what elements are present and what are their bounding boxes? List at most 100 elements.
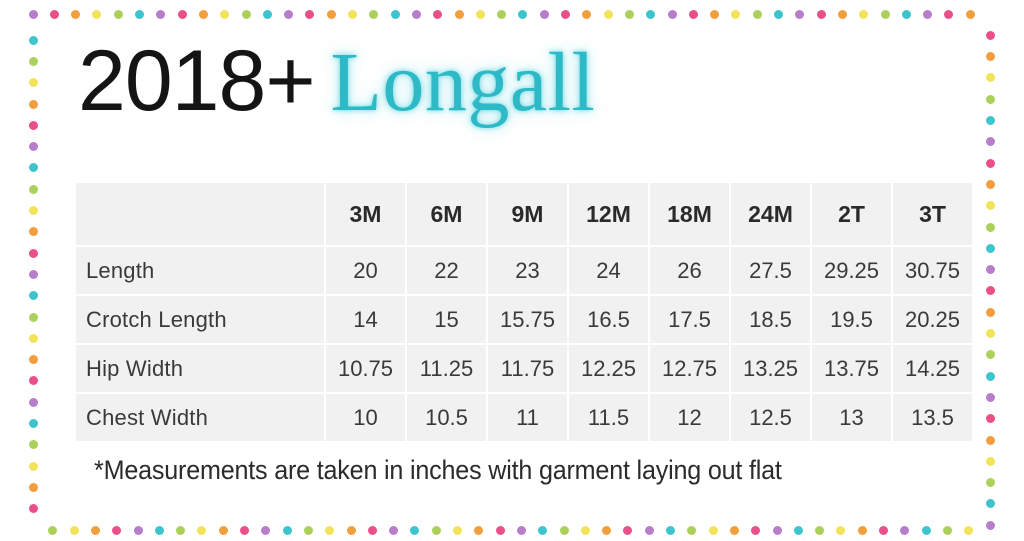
border-dot-left: [28, 56, 38, 66]
row-label-length: Length: [76, 247, 324, 294]
border-dot-right: [985, 179, 995, 189]
row-label-hip-width: Hip Width: [76, 345, 324, 392]
border-dot-left: [28, 397, 38, 407]
border-dot-left: [28, 504, 38, 514]
border-dot-top: [880, 9, 890, 19]
border-dot-bottom: [218, 525, 228, 535]
border-dot-bottom: [325, 525, 335, 535]
size-header-9m: 9M: [488, 183, 567, 245]
border-dot-top: [390, 9, 400, 19]
measurement-cell: 10: [326, 394, 405, 441]
border-dot-right: [985, 94, 995, 104]
measurement-cell: 11.5: [569, 394, 648, 441]
measurement-cell: 13: [812, 394, 891, 441]
border-dot-bottom: [282, 525, 292, 535]
border-dot-top: [859, 9, 869, 19]
measurement-cell: 17.5: [650, 296, 729, 343]
border-dot-top: [326, 9, 336, 19]
border-dot-bottom: [836, 525, 846, 535]
border-dot-left: [28, 419, 38, 428]
border-dot-left: [28, 227, 38, 237]
measurement-cell: 11: [488, 394, 567, 441]
border-dot-top: [752, 9, 762, 19]
border-dot-top: [113, 9, 123, 19]
border-dot-bottom: [133, 525, 143, 535]
border-dot-right: [985, 392, 995, 402]
border-dot-bottom: [410, 525, 420, 535]
border-dot-top: [624, 9, 634, 19]
border-dot-top: [92, 9, 102, 19]
table-row: Hip Width 10.75 11.25 11.75 12.25 12.75 13.25 1…: [76, 345, 972, 392]
border-dot-top: [582, 9, 592, 19]
table-header: 3M 6M 9M 12M 18M 24M 2T 3T: [76, 183, 972, 245]
border-dot-bottom: [197, 525, 207, 535]
border-dot-right: [985, 456, 995, 466]
border-dot-top: [795, 9, 805, 19]
border-dot-bottom: [602, 525, 612, 535]
border-dot-top: [603, 9, 613, 19]
border-dot-bottom: [879, 525, 888, 535]
border-dot-left: [28, 142, 38, 152]
border-dot-bottom: [495, 525, 505, 535]
border-dot-top: [220, 9, 230, 19]
border-dot-top: [561, 9, 570, 19]
border-dot-bottom: [69, 525, 79, 535]
table-row: Chest Width 10 10.5 11 11.5 12 12.5 13 13.5: [76, 394, 972, 441]
border-dot-top: [774, 9, 783, 19]
border-dot-right: [985, 52, 995, 62]
border-dot-bottom: [729, 525, 739, 535]
table-row: Crotch Length 14 15 15.75 16.5 17.5 18.5 19.5 20…: [76, 296, 972, 343]
border-dot-top: [901, 9, 911, 19]
measurement-cell: 10.75: [326, 345, 405, 392]
measurement-cell: 23: [488, 247, 567, 294]
row-label-crotch-length: Crotch Length: [76, 296, 324, 343]
border-dot-bottom: [772, 525, 782, 535]
border-dot-bottom: [623, 525, 633, 535]
border-dot-bottom: [367, 525, 377, 535]
border-dot-left: [28, 312, 38, 322]
border-dot-left: [28, 269, 38, 279]
title-garment-text: Longall: [330, 36, 596, 129]
measurement-cell: 14: [326, 296, 405, 343]
border-dot-bottom: [240, 525, 249, 535]
border-dot-left: [28, 78, 38, 88]
measurement-cell: 12: [650, 394, 729, 441]
border-dot-top: [539, 9, 549, 19]
measurement-cell: 22: [407, 247, 486, 294]
border-dot-left: [28, 461, 38, 471]
border-dot-top: [710, 9, 720, 19]
measurement-cell: 27.5: [731, 247, 810, 294]
border-dot-left: [28, 120, 38, 130]
border-dot-right: [985, 73, 995, 83]
border-dot-bottom: [708, 525, 718, 535]
border-dot-top: [177, 9, 187, 19]
border-dot-bottom: [793, 525, 803, 535]
measurement-cell: 13.5: [893, 394, 972, 441]
border-dot-bottom: [900, 525, 910, 535]
border-dot-top: [198, 9, 208, 19]
border-dot-bottom: [261, 525, 271, 535]
measurement-footnote: *Measurements are taken in inches with g…: [94, 455, 782, 485]
border-dot-left: [28, 35, 38, 45]
measurement-cell: 13.25: [731, 345, 810, 392]
border-dot-top: [965, 9, 975, 19]
border-dot-bottom: [942, 525, 952, 535]
border-dot-left: [28, 333, 38, 343]
size-measurement-table: 3M 6M 9M 12M 18M 24M 2T 3T Length 20 22 23 24 26 27.5…: [74, 181, 974, 443]
measurement-cell: 12.5: [731, 394, 810, 441]
border-dot-top: [944, 9, 954, 19]
table-body: Length 20 22 23 24 26 27.5 29.25 30.75 Crotch Len…: [76, 247, 972, 441]
border-dot-bottom: [303, 525, 313, 535]
measurement-cell: 12.25: [569, 345, 648, 392]
title-year-text: 2018+: [78, 33, 316, 129]
border-dot-bottom: [389, 525, 399, 535]
border-dot-bottom: [90, 525, 100, 535]
measurement-cell: 16.5: [569, 296, 648, 343]
border-dot-top: [305, 9, 315, 19]
border-dot-bottom: [580, 525, 590, 535]
measurement-cell: 14.25: [893, 345, 972, 392]
border-dot-right: [985, 201, 995, 211]
border-dot-left: [28, 206, 38, 215]
border-dot-right: [985, 371, 995, 381]
